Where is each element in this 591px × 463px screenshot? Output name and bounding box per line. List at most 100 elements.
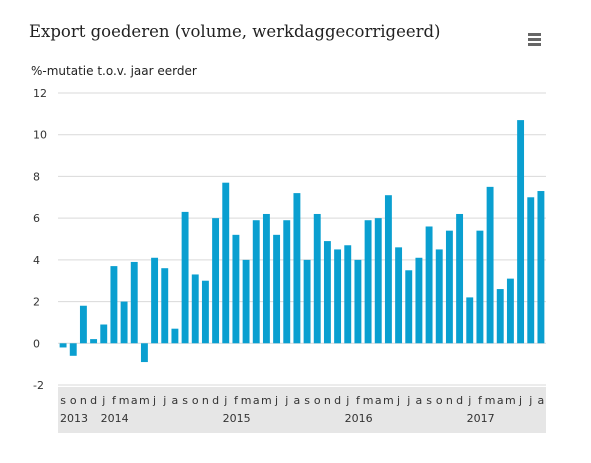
x-tick-label: o (70, 394, 77, 407)
bar (466, 297, 474, 344)
chart-title: Export goederen (volume, werkdaggecorrig… (29, 22, 441, 41)
bar (445, 230, 453, 344)
x-tick-label: a (172, 394, 179, 407)
x-tick-label: d (90, 394, 97, 407)
bar (395, 247, 403, 344)
bar (151, 257, 159, 344)
x-tick-label: j (467, 394, 471, 407)
bar (90, 339, 98, 344)
bar (527, 197, 535, 344)
x-axis-band (58, 387, 546, 433)
bar (171, 328, 179, 344)
y-tick-label: 6 (33, 212, 40, 225)
x-tick-label: j (518, 394, 522, 407)
year-label: 2013 (60, 412, 88, 425)
x-tick-label: n (446, 394, 453, 407)
y-tick-label: 12 (33, 87, 47, 100)
x-tick-label: m (119, 394, 130, 407)
x-tick-label: m (261, 394, 272, 407)
x-tick-label: f (234, 394, 239, 407)
x-tick-label: a (131, 394, 138, 407)
x-tick-label: m (139, 394, 150, 407)
x-tick-label: m (505, 394, 516, 407)
bar (344, 245, 352, 344)
bar (496, 289, 504, 344)
x-tick-label: n (202, 394, 209, 407)
x-tick-label: f (356, 394, 361, 407)
x-tick-label: d (456, 394, 463, 407)
x-tick-label: m (485, 394, 496, 407)
bar (212, 218, 220, 344)
x-tick-label: m (383, 394, 394, 407)
bar (303, 259, 311, 344)
y-tick-label: 0 (33, 337, 40, 350)
bar (435, 249, 443, 344)
x-tick-label: j (152, 394, 156, 407)
bar (232, 234, 240, 344)
x-tick-label: a (294, 394, 301, 407)
x-tick-label: a (497, 394, 504, 407)
x-tick-label: s (304, 394, 310, 407)
year-label: 2016 (345, 412, 373, 425)
x-tick-label: s (426, 394, 432, 407)
bar (415, 257, 423, 344)
year-label: 2017 (467, 412, 495, 425)
bar (69, 343, 77, 356)
bar (537, 191, 545, 344)
x-tick-label: j (406, 394, 410, 407)
bar (262, 213, 270, 344)
bar (323, 241, 331, 344)
bar (405, 270, 413, 344)
y-tick-label: -2 (33, 379, 44, 392)
x-tick-label: m (363, 394, 374, 407)
bar (140, 343, 148, 363)
x-tick-label: j (223, 394, 227, 407)
x-tick-label: a (538, 394, 545, 407)
bar (100, 324, 108, 344)
bar (517, 120, 525, 344)
x-tick-label: j (162, 394, 166, 407)
y-tick-label: 4 (33, 254, 40, 267)
bar (384, 195, 392, 344)
bar (364, 220, 372, 344)
x-tick-label: j (528, 394, 532, 407)
x-tick-label: n (80, 394, 87, 407)
x-tick-label: j (101, 394, 105, 407)
x-tick-label: a (253, 394, 260, 407)
year-label: 2014 (101, 412, 129, 425)
x-tick-label: n (324, 394, 331, 407)
bar (425, 226, 433, 344)
bar (120, 301, 128, 344)
y-tick-label: 8 (33, 170, 40, 183)
x-tick-label: a (416, 394, 423, 407)
bar (334, 249, 342, 344)
x-tick-label: f (112, 394, 117, 407)
bar (486, 186, 494, 344)
x-tick-label: j (396, 394, 400, 407)
x-tick-label: s (60, 394, 66, 407)
x-tick-label: s (182, 394, 188, 407)
x-tick-label: a (375, 394, 382, 407)
x-tick-label: j (284, 394, 288, 407)
bar (252, 220, 260, 344)
x-tick-label: d (334, 394, 341, 407)
bar (181, 211, 189, 344)
bar (79, 305, 87, 344)
bar (354, 259, 362, 344)
bar (222, 182, 230, 344)
y-tick-label: 2 (33, 296, 40, 309)
bar (476, 230, 484, 344)
x-tick-label: f (478, 394, 483, 407)
x-tick-label: d (212, 394, 219, 407)
hamburger-menu-icon[interactable] (522, 29, 546, 49)
y-tick-label: 10 (33, 129, 47, 142)
y-axis-label: %-mutatie t.o.v. jaar eerder (31, 64, 197, 78)
x-tick-label: o (314, 394, 321, 407)
bar (242, 259, 250, 344)
bar (130, 261, 138, 344)
x-tick-label: j (345, 394, 349, 407)
bar (110, 266, 118, 344)
bar (59, 343, 67, 348)
bar (293, 193, 301, 344)
